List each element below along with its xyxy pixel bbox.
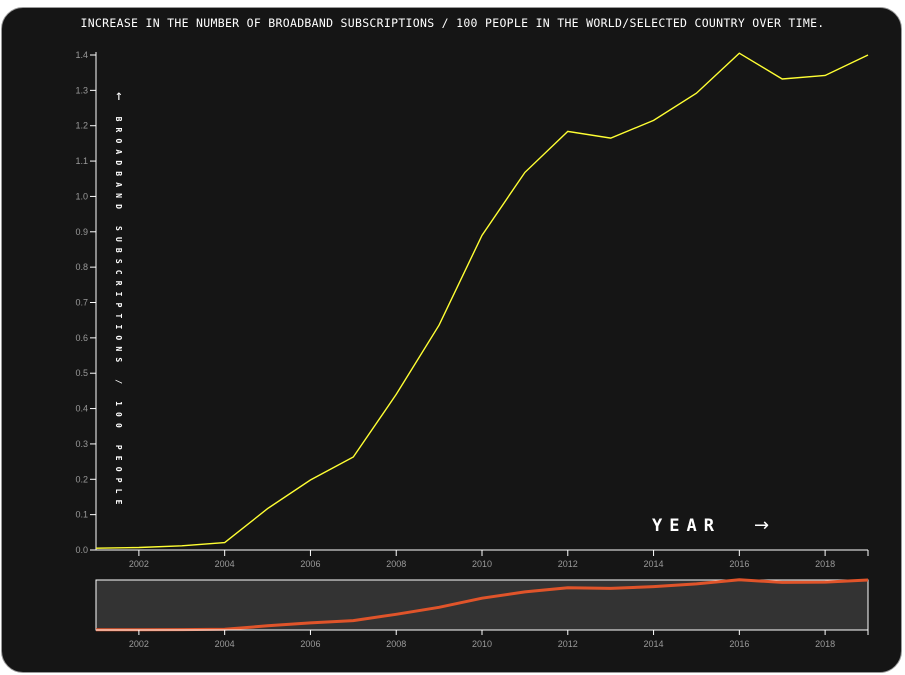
chart-title: INCREASE IN THE NUMBER OF BROADBAND SUBS… [80, 16, 825, 30]
y-axis-label-char: N [114, 193, 123, 198]
y-axis-label-char: B [114, 248, 123, 253]
x-tick-label: 2002 [129, 559, 149, 569]
y-axis-label-char: A [114, 182, 123, 187]
y-tick-label: 0.0 [75, 545, 88, 555]
overview-x-tick-label: 2014 [644, 639, 664, 649]
chart-panel [1, 7, 902, 673]
y-axis-label-char: I [114, 292, 123, 297]
y-tick-label: 0.6 [75, 333, 88, 343]
y-axis-label-char: P [114, 445, 123, 450]
y-tick-label: 0.7 [75, 298, 88, 308]
y-axis-label-char: E [114, 456, 123, 461]
main-plot: 0.0 0.1 0.2 0.3 0.4 0.5 0.6 0.7 0.8 0.9 1.0 1.1 1.2 1… [75, 50, 869, 569]
x-tick-label: 2018 [815, 559, 835, 569]
x-tick-label: 2006 [300, 559, 320, 569]
x-axis-arrow: → [754, 515, 769, 536]
overview-x-tick-label: 2016 [729, 639, 749, 649]
y-axis-label-char: P [114, 478, 123, 483]
x-tick-label: 2004 [215, 559, 235, 569]
brush-selection[interactable] [95, 579, 869, 631]
y-axis-label-char: R [114, 128, 123, 133]
y-tick-label: 0.4 [75, 404, 88, 414]
y-axis-label-char: 0 [114, 423, 123, 428]
y-axis-label-char: 0 [114, 412, 123, 417]
y-axis-label-char: S [114, 259, 123, 264]
y-axis-label-char: S [114, 357, 123, 362]
y-axis-label-char: B [114, 117, 123, 122]
y-axis-label-char: D [114, 204, 123, 209]
overview-x-tick-label: 2004 [215, 639, 235, 649]
overview-brush[interactable]: 2002 2004 2006 2008 2010 2012 2014 2016 2018 [95, 578, 869, 649]
overview-x-tick-label: 2018 [815, 639, 835, 649]
y-axis-arrow: ↑ [115, 88, 123, 104]
y-tick-label: 1.0 [75, 191, 88, 201]
y-tick-label: 0.1 [75, 510, 88, 520]
y-axis-label-char: N [114, 346, 123, 351]
y-tick-label: 0.3 [75, 439, 88, 449]
x-tick-label: 2012 [558, 559, 578, 569]
y-axis-label-char: I [114, 325, 123, 330]
y-axis-label-char: S [114, 226, 123, 231]
y-axis-label-char: D [114, 160, 123, 165]
y-tick-label: 0.9 [75, 227, 88, 237]
y-axis-label-char: O [114, 138, 123, 143]
y-axis-label-char: R [114, 281, 123, 286]
y-tick-label: 0.2 [75, 474, 88, 484]
y-tick-label: 0.5 [75, 368, 88, 378]
overview-x-tick-label: 2012 [558, 639, 578, 649]
y-axis-label-char: O [114, 335, 123, 340]
y-axis-label-char: E [114, 500, 123, 505]
y-axis-label-char: P [114, 303, 123, 308]
y-tick-label: 1.4 [75, 50, 88, 60]
y-axis-label-char: T [114, 314, 123, 319]
y-axis-label-char: O [114, 467, 123, 472]
y-axis-label-char: C [114, 270, 123, 275]
x-tick-label: 2016 [729, 559, 749, 569]
y-tick-label: 0.8 [75, 262, 88, 272]
y-tick-label: 1.1 [75, 156, 88, 166]
y-axis-label-char: / [114, 379, 123, 384]
y-axis-label-char: L [114, 489, 123, 494]
overview-x-tick-label: 2008 [386, 639, 406, 649]
y-tick-label: 1.3 [75, 85, 88, 95]
overview-x-tick-label: 2006 [300, 639, 320, 649]
x-tick-label: 2010 [472, 559, 492, 569]
overview-x-tick-label: 2002 [129, 639, 149, 649]
y-tick-label: 1.2 [75, 121, 88, 131]
x-tick-label: 2008 [386, 559, 406, 569]
y-axis-label-char: B [114, 171, 123, 176]
y-axis-label-char: 1 [114, 401, 123, 406]
x-axis-label: YEAR [652, 516, 721, 536]
series-line [95, 52, 869, 549]
overview-line [96, 578, 869, 632]
x-tick-label: 2014 [644, 559, 664, 569]
y-axis-label-char: U [114, 237, 123, 242]
overview-x-tick-label: 2010 [472, 639, 492, 649]
y-axis-label-char: A [114, 149, 123, 154]
